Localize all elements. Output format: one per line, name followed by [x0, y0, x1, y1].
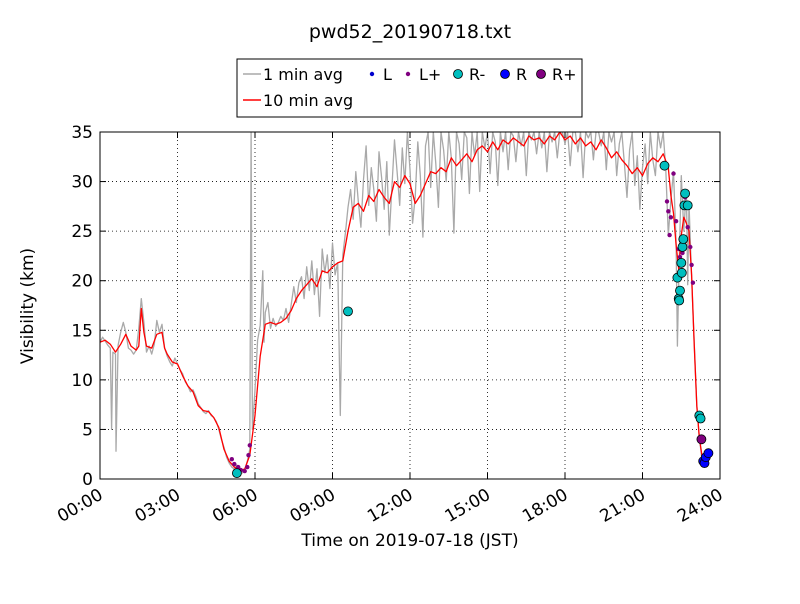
legend-swatch-r	[500, 69, 510, 79]
data-point-l-plus	[680, 250, 685, 256]
legend: 1 min avg 10 min avg L L+ R- R R+	[236, 58, 583, 118]
legend-label-r-minus: R-	[469, 65, 485, 84]
legend-label-l: L	[383, 65, 392, 84]
grid	[100, 132, 720, 479]
data-point-r-minus	[682, 200, 693, 211]
data-point-l-plus	[242, 468, 247, 474]
legend-label-10-min-avg: 10 min avg	[263, 91, 353, 110]
y-tick-label: 15	[71, 321, 93, 341]
data-point-r-minus	[680, 188, 690, 199]
data-point-l-plus	[246, 453, 251, 458]
data-point-r-minus	[678, 234, 689, 245]
data-point-r-plus	[696, 434, 707, 445]
data-point-l-plus	[232, 461, 237, 467]
legend-label-l-plus: L+	[419, 65, 441, 84]
legend-swatch-r-plus	[536, 69, 546, 79]
data-point-r-minus	[695, 413, 706, 424]
data-point-l-plus	[667, 232, 672, 238]
data-point-r	[703, 448, 714, 459]
data-point-r-minus	[674, 295, 685, 306]
x-axis-label: Time on 2019-07-18 (JST)	[300, 531, 518, 551]
data-point-l-plus	[673, 219, 679, 224]
data-point-l-plus	[668, 215, 674, 220]
data-point-r-minus	[675, 285, 685, 296]
data-point-l-plus	[247, 443, 252, 448]
marker-layer	[229, 160, 714, 479]
data-point-r-minus	[676, 257, 687, 268]
series-line-1-min-avg	[100, 132, 711, 474]
data-point-l-plus	[671, 171, 676, 176]
data-point-l-plus	[666, 209, 671, 214]
y-axis-label: Visibility (km)	[18, 248, 38, 364]
legend-swatch-r-minus	[453, 69, 463, 79]
data-point-r-minus	[659, 160, 670, 171]
legend-label-r-plus: R+	[552, 65, 577, 84]
series-layer	[100, 132, 711, 474]
data-point-l-plus	[236, 464, 241, 470]
y-tick-label: 5	[82, 420, 93, 440]
legend-swatch-l	[369, 71, 375, 77]
data-point-l-plus	[664, 199, 670, 204]
y-tick-label: 20	[71, 272, 93, 292]
series-line-10-min-avg	[100, 132, 710, 471]
data-point-l-plus	[677, 254, 683, 260]
legend-box	[236, 58, 583, 118]
data-point-l-plus	[688, 244, 693, 250]
data-point-l-plus	[229, 457, 234, 462]
data-point-l-plus	[685, 225, 690, 230]
y-tick-label: 0	[82, 470, 93, 490]
data-point-l-plus	[689, 262, 694, 268]
data-point-l-plus	[690, 280, 696, 285]
legend-label-r: R	[516, 65, 527, 84]
y-tick-label: 10	[71, 371, 93, 391]
legend-swatch-l-plus	[405, 71, 411, 77]
legend-label-1-min-avg: 1 min avg	[263, 65, 343, 84]
y-tick-label: 35	[71, 123, 93, 143]
data-point-r-minus	[343, 306, 353, 317]
chart-title: pwd52_20190718.txt	[309, 21, 511, 43]
y-tick-label: 25	[71, 222, 93, 242]
data-point-r-minus	[231, 468, 242, 479]
data-point-r-minus	[676, 267, 687, 278]
y-tick-label: 30	[71, 173, 93, 193]
data-point-l-plus	[245, 464, 250, 470]
